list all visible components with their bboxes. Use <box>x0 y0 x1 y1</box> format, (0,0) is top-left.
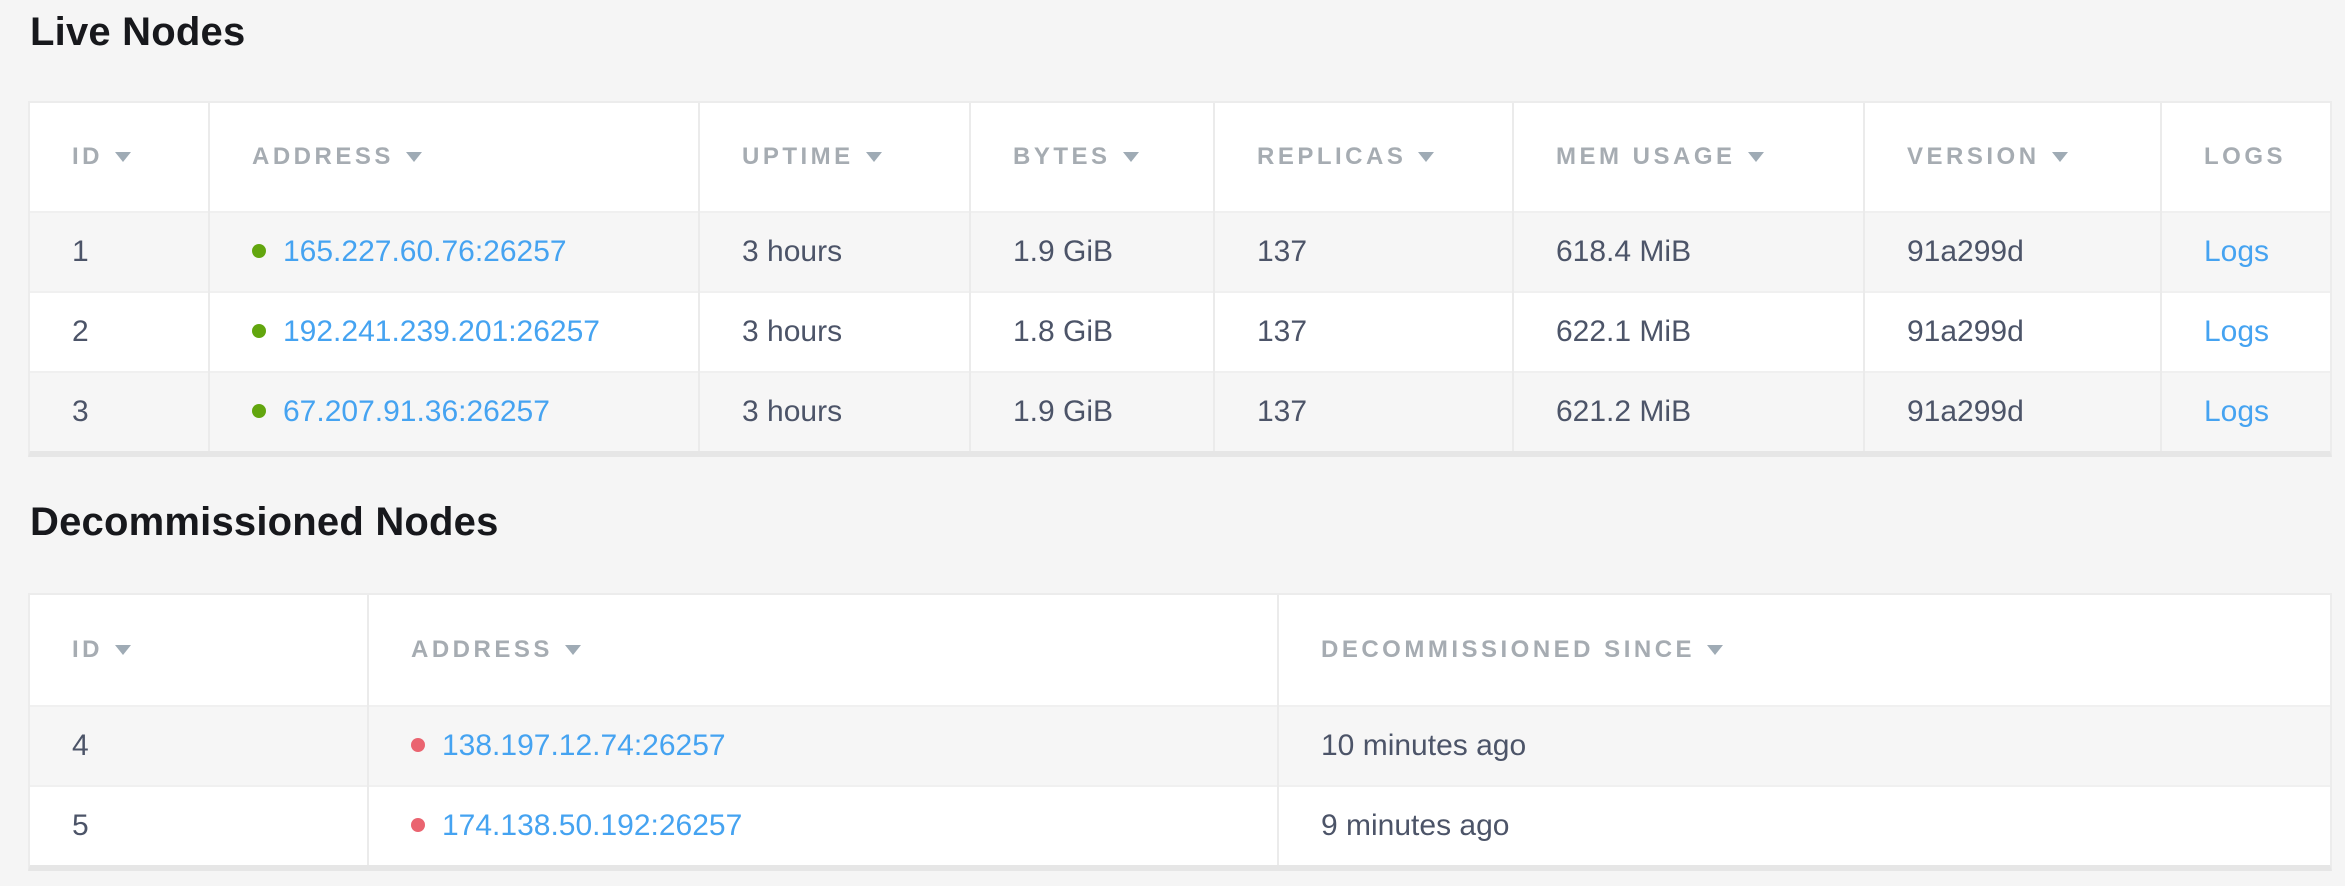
node-version-cell: 91a299d <box>1863 292 2161 372</box>
live-status-dot-icon <box>252 324 266 339</box>
node-bytes-cell: 1.9 GiB <box>969 372 1214 451</box>
live-status-dot-icon <box>252 404 266 419</box>
node-id-cell: 2 <box>72 315 89 348</box>
node-logs-link[interactable]: Logs <box>2204 395 2270 428</box>
col-header-logs: Logs <box>2160 103 2330 212</box>
node-mem-usage-cell: 622.1 MiB <box>1512 292 1864 372</box>
col-header-label: Bytes <box>1013 143 1111 170</box>
node-logs-cell: Logs <box>2160 372 2330 451</box>
node-address-link[interactable]: 67.207.91.36:26257 <box>283 395 550 428</box>
node-logs-link[interactable]: Logs <box>2204 315 2270 348</box>
node-mem-usage-cell: 618.4 MiB <box>1512 212 1864 292</box>
col-header-address[interactable]: Address <box>208 103 699 212</box>
col-header-label: ID <box>72 636 103 663</box>
node-version-cell: 91a299d <box>1863 212 2161 292</box>
node-address-cell: 138.197.12.74:26257 <box>367 706 1278 786</box>
col-header-label: Address <box>411 636 553 663</box>
sort-arrow-icon <box>405 152 422 162</box>
node-uptime-cell: 3 hours <box>698 212 970 292</box>
table-row: 5 174.138.50.192:26257 9 minutes ago <box>30 786 2330 865</box>
col-header-version[interactable]: Version <box>1863 103 2161 212</box>
node-mem-usage-cell: 621.2 MiB <box>1512 372 1864 451</box>
table-row: 1 165.227.60.76:26257 3 hours 1.9 GiB 13… <box>30 212 2330 292</box>
sort-arrow-icon <box>1418 152 1435 162</box>
node-logs-link[interactable]: Logs <box>2204 235 2270 268</box>
sort-arrow-icon <box>1707 645 1724 655</box>
col-header-address[interactable]: Address <box>367 595 1278 706</box>
col-header-label: Decommissioned Since <box>1321 636 1696 663</box>
node-address-link[interactable]: 138.197.12.74:26257 <box>442 729 726 762</box>
col-header-label: ID <box>72 143 103 170</box>
node-address-cell: 67.207.91.36:26257 <box>208 372 699 451</box>
node-address-cell: 192.241.239.201:26257 <box>208 292 699 372</box>
col-header-label: Mem Usage <box>1556 143 1736 170</box>
node-uptime-cell: 3 hours <box>698 372 970 451</box>
col-header-id[interactable]: ID <box>30 595 368 706</box>
node-id-cell: 5 <box>72 809 89 842</box>
decommissioned-status-dot-icon <box>411 818 425 833</box>
sort-arrow-icon <box>115 152 131 162</box>
col-header-label: Version <box>1907 143 2040 170</box>
live-nodes-table: ID Address Uptime Bytes Replicas Mem Usa… <box>28 101 2332 457</box>
col-header-bytes[interactable]: Bytes <box>969 103 1214 212</box>
col-header-label: Logs <box>2204 143 2287 170</box>
decommissioned-nodes-header-row: ID Address Decommissioned Since <box>30 595 2330 706</box>
col-header-mem-usage[interactable]: Mem Usage <box>1512 103 1864 212</box>
table-row: 2 192.241.239.201:26257 3 hours 1.8 GiB … <box>30 292 2330 372</box>
node-replicas-cell: 137 <box>1213 212 1513 292</box>
node-logs-cell: Logs <box>2160 212 2330 292</box>
node-replicas-cell: 137 <box>1213 292 1513 372</box>
node-id-cell: 1 <box>72 235 89 268</box>
sort-arrow-icon <box>1122 152 1139 162</box>
node-id-cell: 4 <box>72 729 89 762</box>
col-header-label: Uptime <box>742 143 854 170</box>
sort-arrow-icon <box>2051 152 2068 162</box>
node-logs-cell: Logs <box>2160 292 2330 372</box>
decommissioned-status-dot-icon <box>411 738 425 753</box>
sort-arrow-icon <box>1747 152 1764 162</box>
sort-arrow-icon <box>115 645 131 655</box>
node-bytes-cell: 1.9 GiB <box>969 212 1214 292</box>
node-address-link[interactable]: 165.227.60.76:26257 <box>283 235 567 268</box>
col-header-decommissioned-since[interactable]: Decommissioned Since <box>1277 595 2330 706</box>
live-status-dot-icon <box>252 244 266 259</box>
node-decommissioned-since-cell: 9 minutes ago <box>1277 786 2330 865</box>
table-row: 4 138.197.12.74:26257 10 minutes ago <box>30 706 2330 786</box>
sort-arrow-icon <box>564 645 581 655</box>
col-header-replicas[interactable]: Replicas <box>1213 103 1513 212</box>
node-address-link[interactable]: 192.241.239.201:26257 <box>283 315 600 348</box>
decommissioned-nodes-table: ID Address Decommissioned Since 4 138.19… <box>28 593 2332 871</box>
node-id-cell: 3 <box>72 395 89 428</box>
col-header-label: Address <box>252 143 394 170</box>
node-address-cell: 165.227.60.76:26257 <box>208 212 699 292</box>
sort-arrow-icon <box>865 152 882 162</box>
decommissioned-nodes-title: Decommissioned Nodes <box>30 500 499 544</box>
col-header-id[interactable]: ID <box>30 103 209 212</box>
live-nodes-header-row: ID Address Uptime Bytes Replicas Mem Usa… <box>30 103 2330 212</box>
col-header-uptime[interactable]: Uptime <box>698 103 970 212</box>
col-header-label: Replicas <box>1257 143 1407 170</box>
node-address-cell: 174.138.50.192:26257 <box>367 786 1278 865</box>
node-decommissioned-since-cell: 10 minutes ago <box>1277 706 2330 786</box>
node-address-link[interactable]: 174.138.50.192:26257 <box>442 809 743 842</box>
node-bytes-cell: 1.8 GiB <box>969 292 1214 372</box>
node-replicas-cell: 137 <box>1213 372 1513 451</box>
live-nodes-title: Live Nodes <box>30 10 246 54</box>
table-row: 3 67.207.91.36:26257 3 hours 1.9 GiB 137… <box>30 372 2330 451</box>
node-uptime-cell: 3 hours <box>698 292 970 372</box>
node-version-cell: 91a299d <box>1863 372 2161 451</box>
